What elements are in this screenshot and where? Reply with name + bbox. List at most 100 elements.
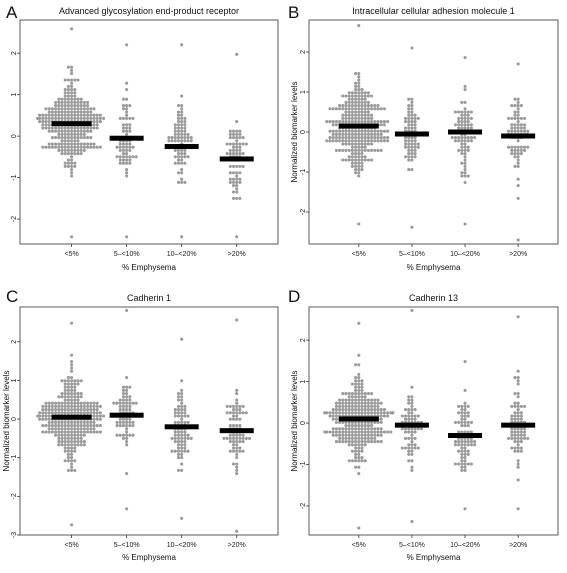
- data-point: [238, 171, 242, 175]
- data-point: [373, 408, 377, 412]
- data-point: [235, 446, 239, 450]
- data-point: [354, 436, 358, 440]
- data-point: [60, 411, 64, 415]
- data-point: [347, 420, 351, 424]
- data-point: [460, 443, 464, 447]
- data-point: [510, 152, 514, 156]
- data-point: [180, 379, 184, 383]
- data-point: [344, 107, 348, 111]
- data-point: [460, 113, 464, 117]
- data-point: [347, 430, 351, 434]
- data-point: [350, 392, 354, 396]
- data-point: [516, 459, 520, 463]
- data-point: [366, 107, 370, 111]
- data-point: [63, 443, 67, 447]
- data-point: [70, 420, 74, 424]
- data-point: [507, 116, 511, 120]
- data-point: [173, 132, 177, 136]
- data-point: [341, 142, 345, 146]
- y-tick-label: 0: [11, 417, 18, 421]
- data-point: [180, 126, 184, 130]
- data-point: [469, 116, 473, 120]
- data-point: [341, 436, 345, 440]
- data-point: [60, 433, 64, 437]
- data-point: [125, 148, 129, 152]
- data-point: [354, 382, 358, 386]
- data-point: [95, 414, 99, 418]
- data-point: [341, 120, 345, 124]
- data-point: [76, 142, 80, 146]
- data-point: [513, 440, 517, 444]
- x-tick-label: <5%: [352, 542, 366, 549]
- data-point: [363, 116, 367, 120]
- data-point: [350, 401, 354, 405]
- data-point: [70, 174, 74, 178]
- data-point: [92, 107, 96, 111]
- data-point: [44, 424, 48, 428]
- data-point: [231, 171, 236, 175]
- data-point: [463, 123, 467, 127]
- data-point: [176, 132, 181, 136]
- data-point: [344, 408, 348, 412]
- data-point: [379, 427, 383, 431]
- data-point: [134, 401, 138, 405]
- data-point: [66, 385, 70, 389]
- data-point: [98, 145, 102, 149]
- data-point: [128, 142, 132, 146]
- data-point: [70, 427, 74, 431]
- data-point: [54, 126, 58, 130]
- data-point: [73, 152, 77, 156]
- data-point: [66, 152, 70, 156]
- data-point: [410, 395, 414, 399]
- data-point: [463, 446, 467, 450]
- data-point: [57, 433, 61, 437]
- data-point: [328, 107, 332, 111]
- data-point: [363, 408, 367, 412]
- data-point: [63, 424, 67, 428]
- panel-title: Advanced glycosylation end-product recep…: [59, 6, 239, 16]
- data-point: [186, 136, 190, 140]
- data-point: [60, 436, 64, 440]
- data-point: [121, 408, 125, 412]
- data-point: [70, 171, 74, 175]
- data-point: [180, 43, 184, 47]
- data-point: [347, 120, 351, 124]
- data-point: [79, 395, 83, 399]
- data-point: [407, 120, 411, 124]
- data-point: [453, 443, 457, 447]
- data-point: [373, 436, 377, 440]
- data-point: [347, 116, 351, 120]
- data-point: [507, 145, 511, 149]
- data-point: [44, 123, 48, 127]
- data-point: [516, 436, 520, 440]
- data-point: [76, 408, 80, 412]
- data-point: [228, 424, 232, 428]
- data-point: [70, 72, 74, 76]
- data-point: [235, 318, 239, 322]
- data-point: [92, 116, 96, 120]
- data-point: [410, 120, 414, 124]
- data-point: [331, 427, 335, 431]
- data-point: [366, 420, 370, 424]
- data-point: [183, 139, 187, 143]
- data-point: [328, 414, 332, 418]
- data-point: [183, 414, 187, 418]
- data-point: [376, 408, 380, 412]
- data-point: [386, 430, 390, 434]
- data-point: [328, 139, 332, 143]
- data-point: [328, 411, 332, 415]
- data-point: [70, 523, 74, 527]
- data-point: [176, 408, 181, 412]
- data-point: [41, 404, 45, 408]
- data-point: [370, 398, 374, 402]
- y-tick-label: -2: [300, 209, 307, 215]
- data-point: [338, 436, 342, 440]
- data-point: [360, 152, 364, 156]
- data-point: [382, 430, 386, 434]
- data-point: [410, 446, 414, 450]
- median-bar: [448, 129, 483, 135]
- data-point: [354, 388, 358, 392]
- data-point: [460, 145, 464, 149]
- data-point: [86, 136, 90, 140]
- data-point: [121, 152, 125, 156]
